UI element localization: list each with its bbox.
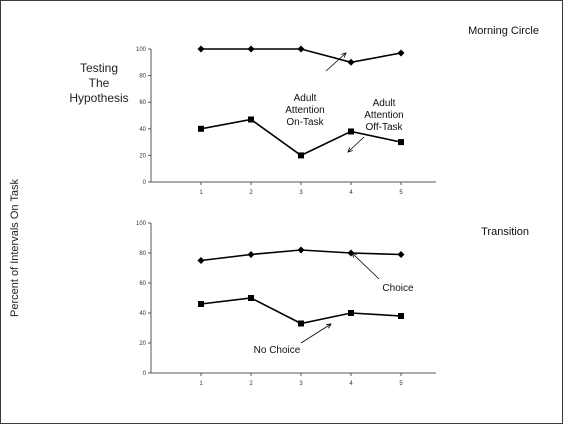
x-tick-label: 2 <box>249 190 253 196</box>
slide-title-line-3: Hypothesis <box>69 91 129 105</box>
annotation-line: Off-Task <box>365 122 403 133</box>
data-point-square <box>198 125 204 132</box>
annotation-line: Attention <box>364 110 403 121</box>
y-tick-label: 40 <box>139 127 146 133</box>
y-tick-label: 100 <box>136 221 147 227</box>
annotation-line: Choice <box>382 283 414 294</box>
y-tick-label: 40 <box>139 311 146 317</box>
annotation-line: No Choice <box>254 345 301 356</box>
data-point-diamond <box>397 251 405 258</box>
x-tick-label: 1 <box>199 190 203 196</box>
data-point-square <box>398 139 404 146</box>
y-tick-label: 100 <box>136 47 147 53</box>
y-tick-label: 80 <box>139 74 146 80</box>
x-tick-label: 4 <box>349 381 353 387</box>
data-point-square <box>298 320 304 327</box>
data-point-diamond <box>297 246 305 254</box>
x-tick-label: 3 <box>299 381 303 387</box>
y-tick-label: 0 <box>143 180 147 186</box>
data-point-diamond <box>297 45 305 53</box>
annotation-line: Adult <box>294 93 317 104</box>
annotation-arrow-line <box>325 52 347 72</box>
data-point-diamond <box>247 251 255 258</box>
data-point-square <box>298 152 304 159</box>
y-tick-label: 60 <box>139 281 146 287</box>
data-point-diamond <box>197 257 205 264</box>
x-tick-label: 1 <box>199 381 203 387</box>
data-point-diamond <box>397 49 405 57</box>
slide-title-line-2: The <box>88 76 110 90</box>
annotation-arrowhead <box>341 52 347 58</box>
chart-title: Morning Circle <box>468 25 539 37</box>
data-point-diamond <box>197 45 205 53</box>
annotation-line: Adult <box>373 98 396 109</box>
annotation-line: Attention <box>285 105 324 116</box>
annotation-arrowhead <box>351 252 357 258</box>
x-tick-label: 3 <box>299 190 303 196</box>
x-tick-label: 2 <box>249 381 253 387</box>
annotation-line: On-Task <box>286 117 324 128</box>
data-point-diamond <box>347 58 355 66</box>
x-tick-label: 5 <box>399 381 403 387</box>
annotation-label: Adult Attention Off-Task <box>364 98 403 133</box>
chart-title: Transition <box>481 226 529 238</box>
data-point-square <box>398 313 404 319</box>
annotation-arrow-line <box>347 136 365 153</box>
y-tick-label: 20 <box>139 153 146 159</box>
y-tick-label: 20 <box>139 341 146 347</box>
annotation-label: Adult Attention On-Task <box>285 93 324 128</box>
slide-title: Testing The Hypothesis <box>59 61 139 106</box>
data-point-square <box>198 301 204 307</box>
data-point-diamond <box>247 45 255 53</box>
y-tick-label: 60 <box>139 100 146 106</box>
data-point-square <box>348 310 354 316</box>
annotation-arrow-line <box>351 252 380 280</box>
data-point-square <box>248 116 254 123</box>
annotation-label: Choice <box>382 283 414 294</box>
chart-2: 0 20 40 60 80 100 1 2 3 4 5 Transition Choice No Choi… <box>136 221 529 387</box>
series-line-2 <box>200 297 402 325</box>
x-tick-label: 4 <box>349 190 353 196</box>
annotation-label: No Choice <box>254 345 301 356</box>
y-tick-label: 0 <box>143 371 147 377</box>
annotation-arrow-line <box>300 323 332 344</box>
data-point-diamond <box>347 249 355 257</box>
annotation-arrowhead <box>347 147 353 153</box>
y-tick-label: 80 <box>139 251 146 257</box>
data-point-square <box>348 128 354 135</box>
x-tick-label: 5 <box>399 190 403 196</box>
slide-title-line-1: Testing <box>79 61 119 75</box>
annotation-arrowhead <box>325 323 332 329</box>
data-point-square <box>248 295 254 301</box>
